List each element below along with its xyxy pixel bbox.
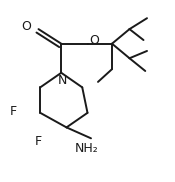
Text: O: O	[22, 20, 32, 33]
Text: NH₂: NH₂	[75, 142, 99, 155]
Text: F: F	[9, 105, 17, 118]
Text: O: O	[89, 34, 99, 48]
Text: F: F	[35, 135, 42, 148]
Text: N: N	[57, 74, 67, 87]
